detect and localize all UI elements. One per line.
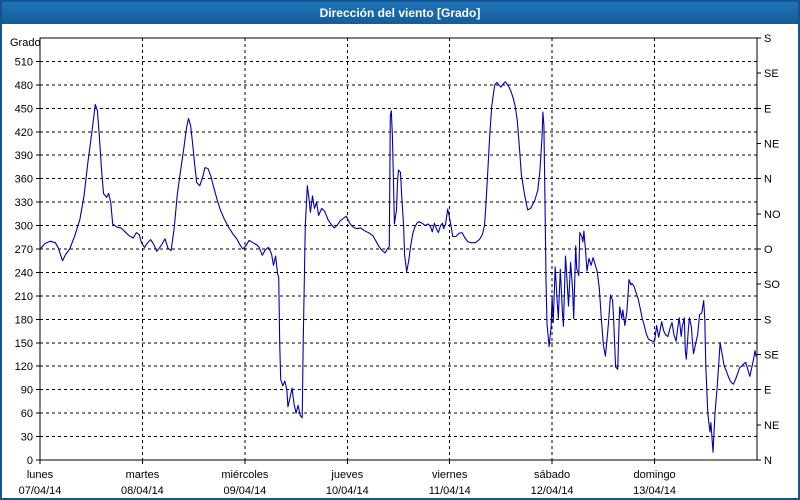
compass-label: SE — [764, 350, 779, 362]
y-left-tick-label: 360 — [15, 174, 33, 186]
wind-direction-chart: Grado 0 30 60 90 120 150 180 210 240 270 300 330 360… — [10, 33, 781, 497]
y-left-tick-label: 120 — [15, 361, 33, 373]
x-date-label: 11/04/14 — [429, 485, 471, 497]
x-date-label: 07/04/14 — [19, 485, 62, 497]
compass-label: E — [764, 103, 771, 115]
y-left-tick-label: 180 — [15, 314, 33, 326]
compass-label: N — [764, 174, 772, 186]
x-date-label: 12/04/14 — [531, 485, 574, 497]
y-left-tick-label: 60 — [21, 408, 33, 420]
y-left-tick-label: 240 — [15, 267, 33, 279]
y-left-tick-label: 330 — [15, 197, 33, 209]
gridlines — [40, 38, 757, 460]
y-left-tick-label: 90 — [21, 385, 33, 397]
x-date-label: 08/04/14 — [121, 485, 164, 497]
x-axis: lunes 07/04/14 martes 08/04/14 miércoles 09/0… — [19, 460, 676, 497]
y-left-tick-label: 480 — [15, 80, 33, 92]
compass-label: SO — [764, 279, 780, 291]
plot-frame — [39, 37, 758, 461]
y-left-tick-label: 0 — [27, 455, 33, 467]
y-axis-left: 0 30 60 90 120 150 180 210 240 270 300 330 360 390 420… — [15, 56, 40, 467]
y-left-tick-label: 300 — [15, 221, 33, 233]
plot-border — [39, 37, 758, 461]
compass-label: O — [764, 244, 773, 256]
x-day-label: jueves — [330, 469, 363, 481]
y-left-tick-label: 450 — [15, 103, 33, 115]
compass-label: S — [764, 314, 771, 326]
compass-label: NO — [764, 209, 781, 221]
y-left-tick-label: 30 — [21, 432, 33, 444]
y-left-tick-label: 270 — [15, 244, 33, 256]
compass-label: E — [764, 385, 771, 397]
x-date-label: 13/04/14 — [633, 485, 676, 497]
x-day-label: martes — [126, 469, 160, 481]
compass-label: NE — [764, 420, 779, 432]
chart-title-bar: Dirección del viento [Grado] — [2, 2, 798, 24]
y-left-tick-label: 510 — [15, 56, 33, 68]
y-axis-right: N NE E SE S SO O NO N NE E SE S — [757, 33, 781, 467]
x-date-label: 10/04/14 — [326, 485, 369, 497]
y-axis-unit-label: Grado — [10, 37, 41, 49]
x-day-label: domingo — [633, 469, 675, 481]
compass-label: SE — [764, 68, 779, 80]
y-left-tick-label: 150 — [15, 338, 33, 350]
x-date-label: 09/04/14 — [223, 485, 266, 497]
x-day-label: sábado — [534, 469, 570, 481]
y-left-tick-label: 390 — [15, 150, 33, 162]
x-day-label: miércoles — [221, 469, 269, 481]
compass-label: N — [764, 455, 772, 467]
compass-label: NE — [764, 139, 779, 151]
compass-label: S — [764, 33, 771, 45]
y-left-tick-label: 210 — [15, 291, 33, 303]
x-day-label: lunes — [27, 469, 54, 481]
x-day-label: viernes — [432, 469, 468, 481]
y-left-tick-label: 420 — [15, 127, 33, 139]
wind-direction-polyline — [39, 81, 758, 453]
wind-series-line — [39, 81, 758, 453]
